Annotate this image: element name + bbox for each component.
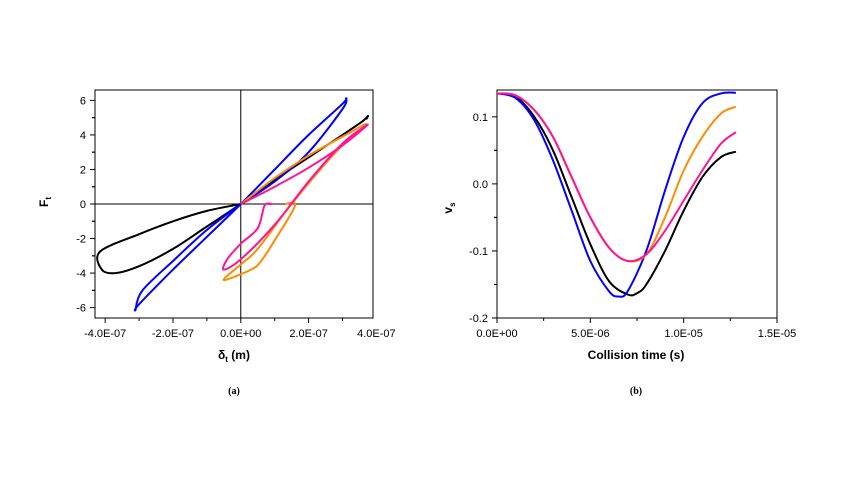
x-tick-label-b: 0.0E+00	[476, 328, 517, 340]
y-tick-label-b: 0.0	[473, 179, 488, 191]
series-line-magenta-a	[222, 123, 369, 271]
x-tick-label-a: -2.0E-07	[152, 328, 194, 340]
y-axis-label-b: vs	[441, 202, 457, 214]
y-tick-label-b: -0.1	[469, 246, 488, 258]
x-axis-label-b: Collision time (s)	[588, 348, 685, 362]
y-tick-label-a: 6	[80, 95, 86, 107]
series-line-magenta-b	[496, 92, 737, 263]
series-line-black-a	[96, 114, 370, 275]
x-tick-label-a: 2.0E-07	[289, 328, 328, 340]
y-tick-label-a: -4	[76, 268, 86, 280]
panel-label-b: (b)	[630, 386, 642, 397]
chart-b: 0.0E+00 5.0E-06 1.0E-05 1.5E-05 -0.2 -0.1 0.0 0…	[441, 89, 797, 397]
x-tick-label-a: 4.0E-07	[357, 328, 396, 340]
y-axis-label-a: Ft	[37, 197, 53, 207]
y-tick-label-a: 0	[80, 199, 86, 211]
y-tick-label-b: -0.2	[469, 313, 488, 325]
y-tick-label-a: -2	[76, 234, 86, 246]
x-tick-label-b: 5.0E-06	[571, 328, 610, 340]
series-line-blue-b	[496, 91, 736, 298]
x-axis-label-a: δt (m)	[218, 348, 250, 364]
y-tick-label-a: 4	[80, 130, 86, 142]
x-tick-label-a: -4.0E-07	[84, 328, 126, 340]
y-tick-label-a: -6	[76, 303, 86, 315]
series-line-orange-a	[222, 123, 368, 282]
x-tick-label-b: 1.5E-05	[758, 328, 797, 340]
y-tick-label-a: 2	[80, 164, 86, 176]
y-tick-label-b: 0.1	[473, 112, 488, 124]
chart-a: -4.0E-07 -2.0E-07 0.0E+00 2.0E-07 4.0E-07 -6 -…	[37, 89, 396, 397]
series-line-black-b	[496, 92, 737, 297]
x-tick-label-a: 0.0E+00	[220, 328, 261, 340]
x-tick-label-b: 1.0E-05	[664, 328, 703, 340]
panel-label-a: (a)	[228, 386, 240, 397]
